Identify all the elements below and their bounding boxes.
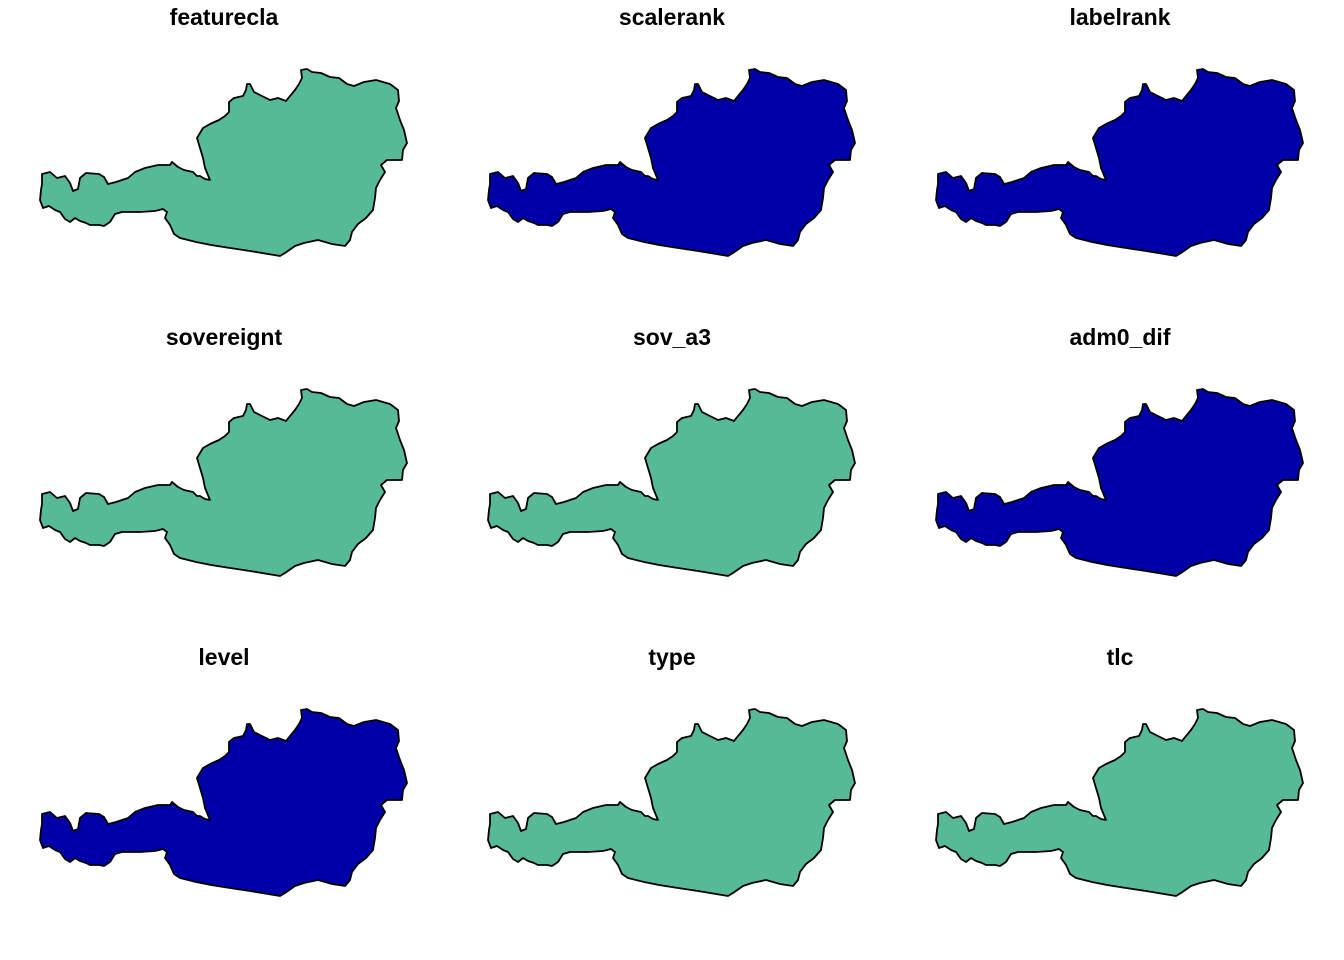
region-shape [935,708,1304,897]
region-shape [487,68,856,257]
map-panel: scalerank [448,0,896,320]
map-panel: type [448,640,896,960]
panel-title: scalerank [618,4,726,30]
map-panel: sov_a3 [448,320,896,640]
region-map [487,388,856,577]
region-shape [39,388,408,577]
map-panel: adm0_dif [896,320,1344,640]
region-map [935,388,1304,577]
panel-title: labelrank [1069,4,1171,30]
panel-title: type [648,644,696,670]
panel-title: sovereignt [165,324,283,350]
region-shape [39,708,408,897]
map-panel: featurecla [0,0,448,320]
region-shape [935,68,1304,257]
region-shape [39,68,408,257]
region-map [39,388,408,577]
region-map [487,708,856,897]
panel-title: tlc [1106,644,1134,670]
region-map [487,68,856,257]
region-shape [487,708,856,897]
panel-title: sov_a3 [632,324,711,350]
region-shape [935,388,1304,577]
region-map [39,68,408,257]
map-panel: level [0,640,448,960]
region-map [935,708,1304,897]
region-map [39,708,408,897]
region-map [935,68,1304,257]
region-shape [487,388,856,577]
panel-title: featurecla [169,4,279,30]
panel-title: adm0_dif [1069,324,1171,350]
map-panel: labelrank [896,0,1344,320]
panel-title: level [198,644,250,670]
map-panel: sovereignt [0,320,448,640]
map-panel: tlc [896,640,1344,960]
